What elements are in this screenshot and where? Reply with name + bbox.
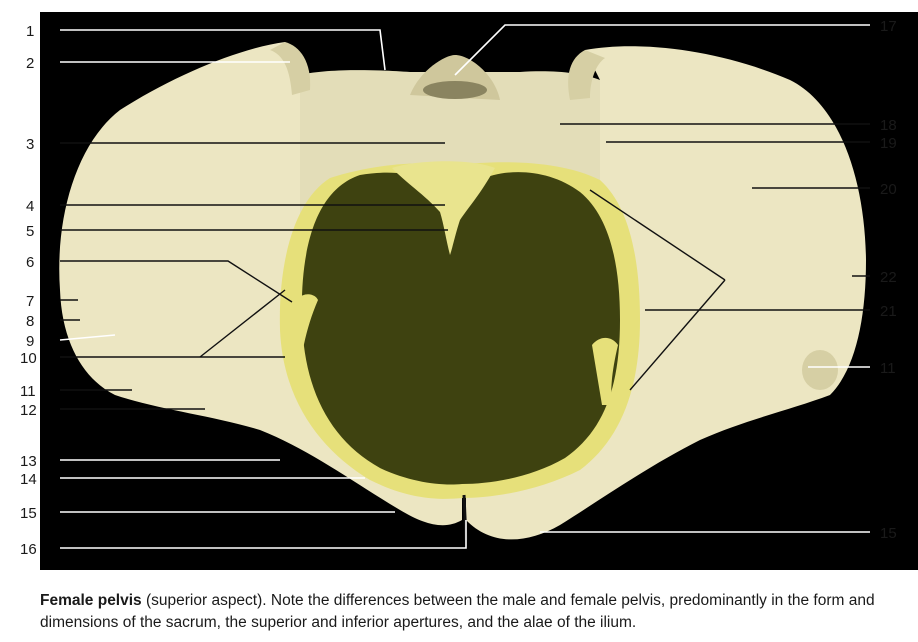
label-8: 8: [26, 313, 34, 330]
caption-text: (superior aspect). Note the differences …: [40, 592, 875, 631]
pelvis-figure: 1 2 3 4 5 6 7 8 9 10 11 12 13 14 15 16 1…: [20, 12, 918, 570]
label-21: 21: [880, 303, 897, 320]
caption-title: Female pelvis: [40, 592, 142, 609]
label-20: 20: [880, 181, 897, 198]
label-12: 12: [20, 402, 37, 419]
label-11-left: 11: [20, 383, 36, 400]
label-6: 6: [26, 254, 34, 271]
label-10: 10: [20, 350, 37, 367]
leader-1: [60, 29, 386, 71]
label-22: 22: [880, 269, 897, 286]
label-15-right: 15: [880, 525, 897, 542]
label-7: 7: [26, 293, 34, 310]
label-5: 5: [26, 223, 34, 240]
leader-10b: [199, 289, 286, 358]
label-11-right: 11: [880, 360, 896, 377]
label-4: 4: [26, 198, 34, 215]
label-15-left: 15: [20, 505, 37, 522]
label-16: 16: [20, 541, 37, 558]
right-anterior-superior-spine: [802, 350, 838, 390]
right-arcuate-tubercle: [592, 337, 618, 405]
label-13: 13: [20, 453, 37, 470]
label-18: 18: [880, 117, 897, 134]
leader-9: [59, 334, 116, 341]
leader-16: [60, 520, 467, 549]
leader-6: [60, 260, 293, 303]
label-2: 2: [26, 55, 34, 72]
left-crest-highlight: [270, 42, 311, 95]
label-9: 9: [26, 333, 34, 350]
sacral-promontory: [392, 161, 495, 255]
pelvic-cavity: [301, 172, 620, 485]
label-3: 3: [26, 136, 34, 153]
leader-21c: [629, 279, 726, 391]
label-17: 17: [880, 18, 897, 35]
label-19: 19: [880, 135, 897, 152]
right-crest-highlight: [568, 50, 605, 100]
leader-17: [454, 24, 870, 76]
label-1: 1: [26, 23, 34, 40]
sacral-canal-opening: [423, 81, 487, 99]
figure-caption: Female pelvis (superior aspect). Note th…: [40, 590, 900, 634]
label-14: 14: [20, 471, 37, 488]
leader-21b: [589, 189, 726, 281]
left-arcuate-tubercle: [292, 294, 318, 380]
